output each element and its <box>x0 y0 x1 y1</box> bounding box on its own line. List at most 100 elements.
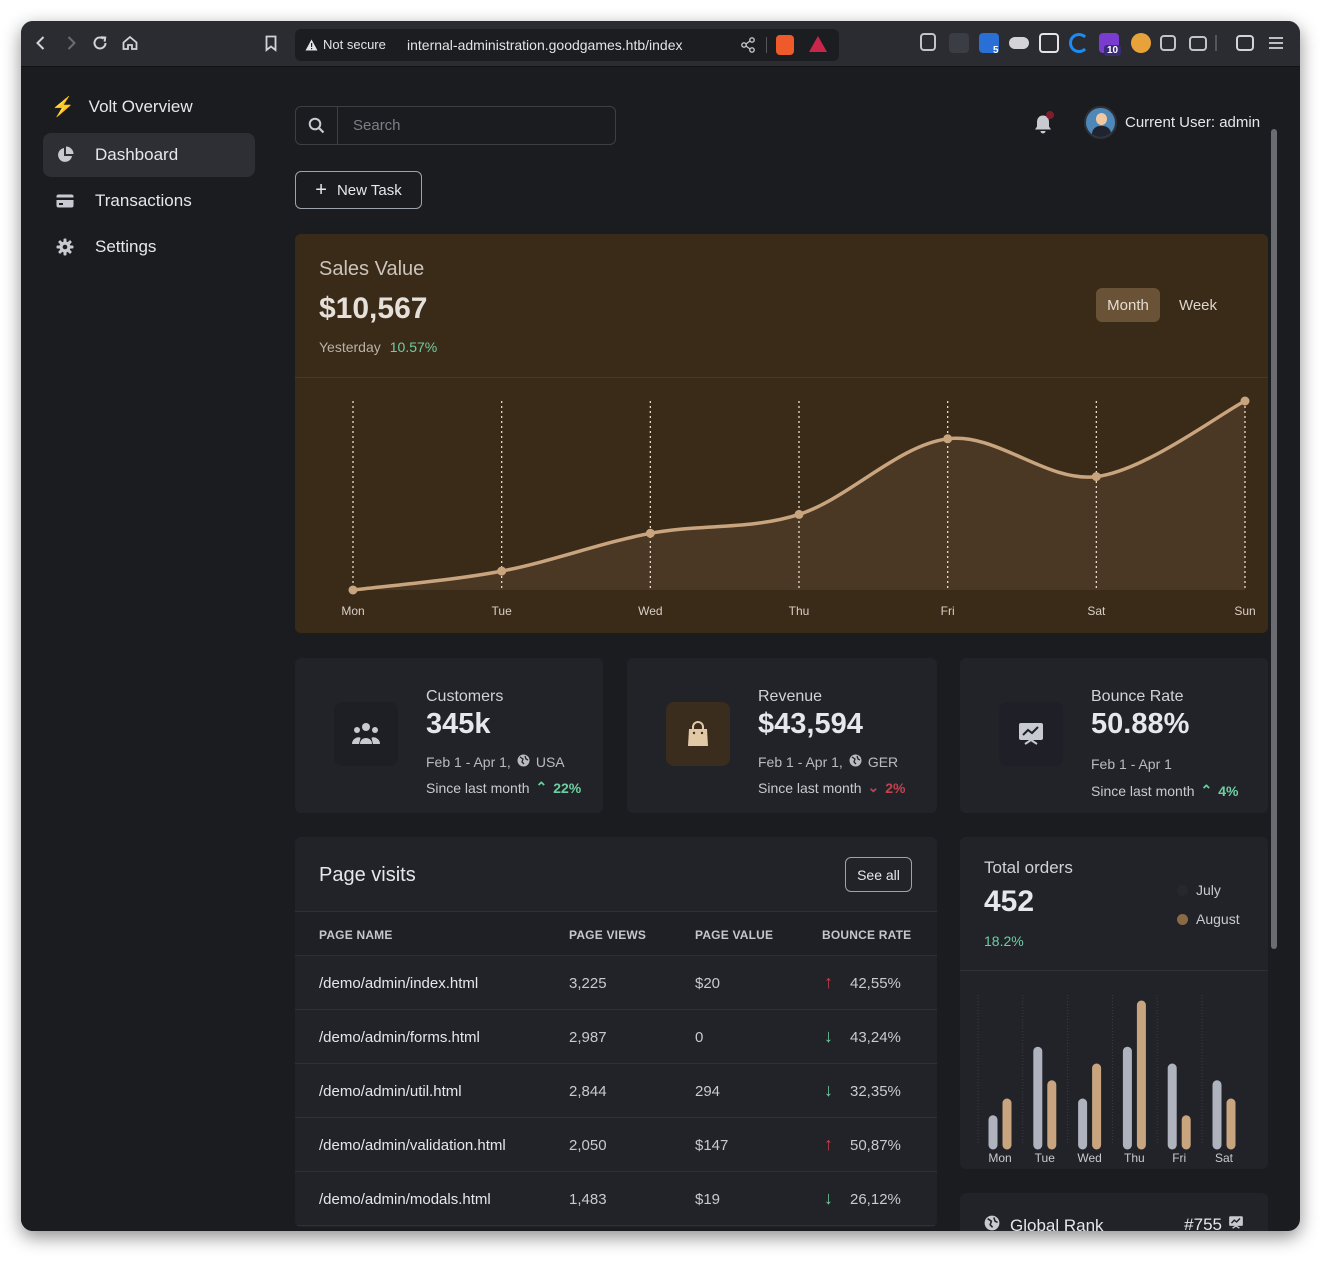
notification-dot <box>1046 111 1054 119</box>
divider <box>295 377 1268 378</box>
chart-point <box>943 434 953 444</box>
cloud-extension-icon[interactable] <box>1009 37 1029 49</box>
warning-icon <box>305 39 318 50</box>
x-tick-label: Thu <box>789 604 810 618</box>
week-toggle-button[interactable]: Week <box>1178 296 1218 314</box>
menu-icon[interactable] <box>1266 33 1286 53</box>
back-icon[interactable] <box>31 33 51 53</box>
url-text[interactable]: internal-administration.goodgames.htb/in… <box>407 37 683 53</box>
address-bar[interactable]: Not secure internal-administration.goodg… <box>295 29 839 61</box>
global-rank-label: Global Rank <box>1010 1215 1104 1232</box>
region-label: USA <box>535 754 565 770</box>
orders-title: Total orders <box>984 858 1073 877</box>
extension-c-icon[interactable] <box>1069 33 1089 53</box>
stat-title: Customers <box>426 688 504 705</box>
stat-value: $43,594 <box>758 708 863 740</box>
bounce-rate-card: Bounce Rate 50.88% Feb 1 - Apr 1 Since l… <box>960 658 1268 813</box>
month-toggle-button[interactable]: Month <box>1096 288 1160 322</box>
scrollbar[interactable] <box>1271 129 1277 949</box>
security-indicator[interactable]: Not secure <box>305 37 386 52</box>
page-name[interactable]: /demo/admin/forms.html <box>319 1029 480 1046</box>
sidebar-toggle-icon[interactable] <box>1236 35 1254 51</box>
page-name[interactable]: /demo/admin/validation.html <box>319 1137 506 1154</box>
since-label: Since last month <box>758 779 862 796</box>
bookmark-icon[interactable] <box>261 33 281 53</box>
bounce-rate: 42,55% <box>850 975 901 992</box>
sidebar-item-dashboard[interactable]: Dashboard <box>43 133 255 177</box>
extensions-puzzle-icon[interactable] <box>1160 35 1176 51</box>
user-menu[interactable]: Current User: admin <box>1084 106 1260 139</box>
brave-shields-icon[interactable] <box>776 35 794 55</box>
reload-icon[interactable] <box>90 33 110 53</box>
pie-chart-icon <box>55 145 75 165</box>
globe-icon <box>984 1215 1000 1231</box>
bounce-rate: 43,24% <box>850 1029 901 1046</box>
stat-change: 22% <box>553 779 582 796</box>
chart-point <box>1240 396 1250 406</box>
table-row[interactable]: /demo/admin/validation.html 2,050 $147 ↑… <box>295 1118 937 1172</box>
page-name[interactable]: /demo/admin/util.html <box>319 1083 462 1100</box>
table-row[interactable]: /demo/admin/forms.html 2,987 0 ↓ 43,24% <box>295 1010 937 1064</box>
page-name[interactable]: /demo/admin/index.html <box>319 975 479 992</box>
chart-point <box>497 566 507 576</box>
x-tick-label: Sat <box>1215 1151 1234 1165</box>
search-icon[interactable] <box>296 107 338 144</box>
page-value: $147 <box>695 1137 729 1154</box>
stat-range: Feb 1 - Apr 1 <box>1091 756 1172 772</box>
new-task-label: New Task <box>336 181 402 199</box>
x-tick-label: Sat <box>1087 604 1106 618</box>
security-label: Not secure <box>323 37 386 52</box>
share-icon[interactable] <box>740 36 756 59</box>
global-rank-value: #755 <box>1184 1215 1222 1231</box>
stat-title: Revenue <box>758 688 823 705</box>
legend-label: August <box>1196 911 1240 927</box>
screenshot-extension-icon[interactable] <box>1189 36 1207 51</box>
x-tick-label: Fri <box>941 604 955 618</box>
brave-rewards-icon[interactable] <box>809 36 827 52</box>
browser-window: Not secure internal-administration.goodg… <box>21 21 1300 1231</box>
legend-item-july: July <box>1177 882 1221 898</box>
notification-bell-icon[interactable] <box>1033 114 1053 140</box>
sidebar-item-transactions[interactable]: Transactions <box>43 179 255 223</box>
extension-mushroom-icon[interactable] <box>1131 33 1151 53</box>
sales-label: Sales Value <box>319 258 425 280</box>
table-row[interactable]: /demo/admin/index.html 3,225 $20 ↑ 42,55… <box>295 956 937 1010</box>
presentation-chart-icon <box>999 702 1063 766</box>
orders-value: 452 <box>984 885 1035 918</box>
stat-change: 2% <box>885 779 906 796</box>
new-task-button[interactable]: + New Task <box>295 171 422 209</box>
sales-line-chart: Mon Tue Wed Thu Fri Sat Sun <box>341 396 1256 618</box>
bitwarden-extension-icon[interactable] <box>920 33 936 51</box>
bounce-rate: 32,35% <box>850 1083 901 1100</box>
home-icon[interactable] <box>120 33 140 53</box>
extension-puzzle-blue-icon[interactable] <box>979 33 999 53</box>
date-range: Feb 1 - Apr 1, <box>758 754 843 770</box>
notion-extension-icon[interactable] <box>1039 33 1059 53</box>
users-icon <box>334 702 398 766</box>
sidebar-item-label: Settings <box>95 237 157 256</box>
legend-item-august: August <box>1177 911 1240 927</box>
divider <box>766 37 767 53</box>
sidebar-item-settings[interactable]: Settings <box>43 225 255 269</box>
page-name[interactable]: /demo/admin/modals.html <box>319 1191 491 1208</box>
change-percent: 10.57% <box>389 339 438 355</box>
brand-label: Volt Overview <box>88 97 193 116</box>
table-row[interactable]: /demo/admin/util.html 2,844 294 ↓ 32,35% <box>295 1064 937 1118</box>
user-label: Current User: admin <box>1125 114 1261 131</box>
arrow-down-icon: ↓ <box>824 1188 833 1208</box>
chevron-down-icon: ⌄ <box>867 779 880 795</box>
x-tick-label: Tue <box>492 604 513 618</box>
period-label: Yesterday <box>319 339 381 355</box>
brand[interactable]: ⚡ Volt Overview <box>51 95 193 119</box>
see-all-button[interactable]: See all <box>845 857 912 892</box>
extension-glasses-icon[interactable] <box>949 33 969 53</box>
stat-title: Bounce Rate <box>1091 688 1184 705</box>
revenue-card: Revenue $43,594 Feb 1 - Apr 1, GER Since… <box>627 658 937 813</box>
search-input[interactable] <box>339 107 609 144</box>
chart-point <box>645 528 655 538</box>
region-label: GER <box>867 754 899 770</box>
forward-icon[interactable] <box>61 33 81 53</box>
avatar <box>1084 106 1117 139</box>
page-views: 2,844 <box>569 1083 607 1100</box>
table-row[interactable]: /demo/admin/modals.html 1,483 $19 ↓ 26,1… <box>295 1172 937 1226</box>
